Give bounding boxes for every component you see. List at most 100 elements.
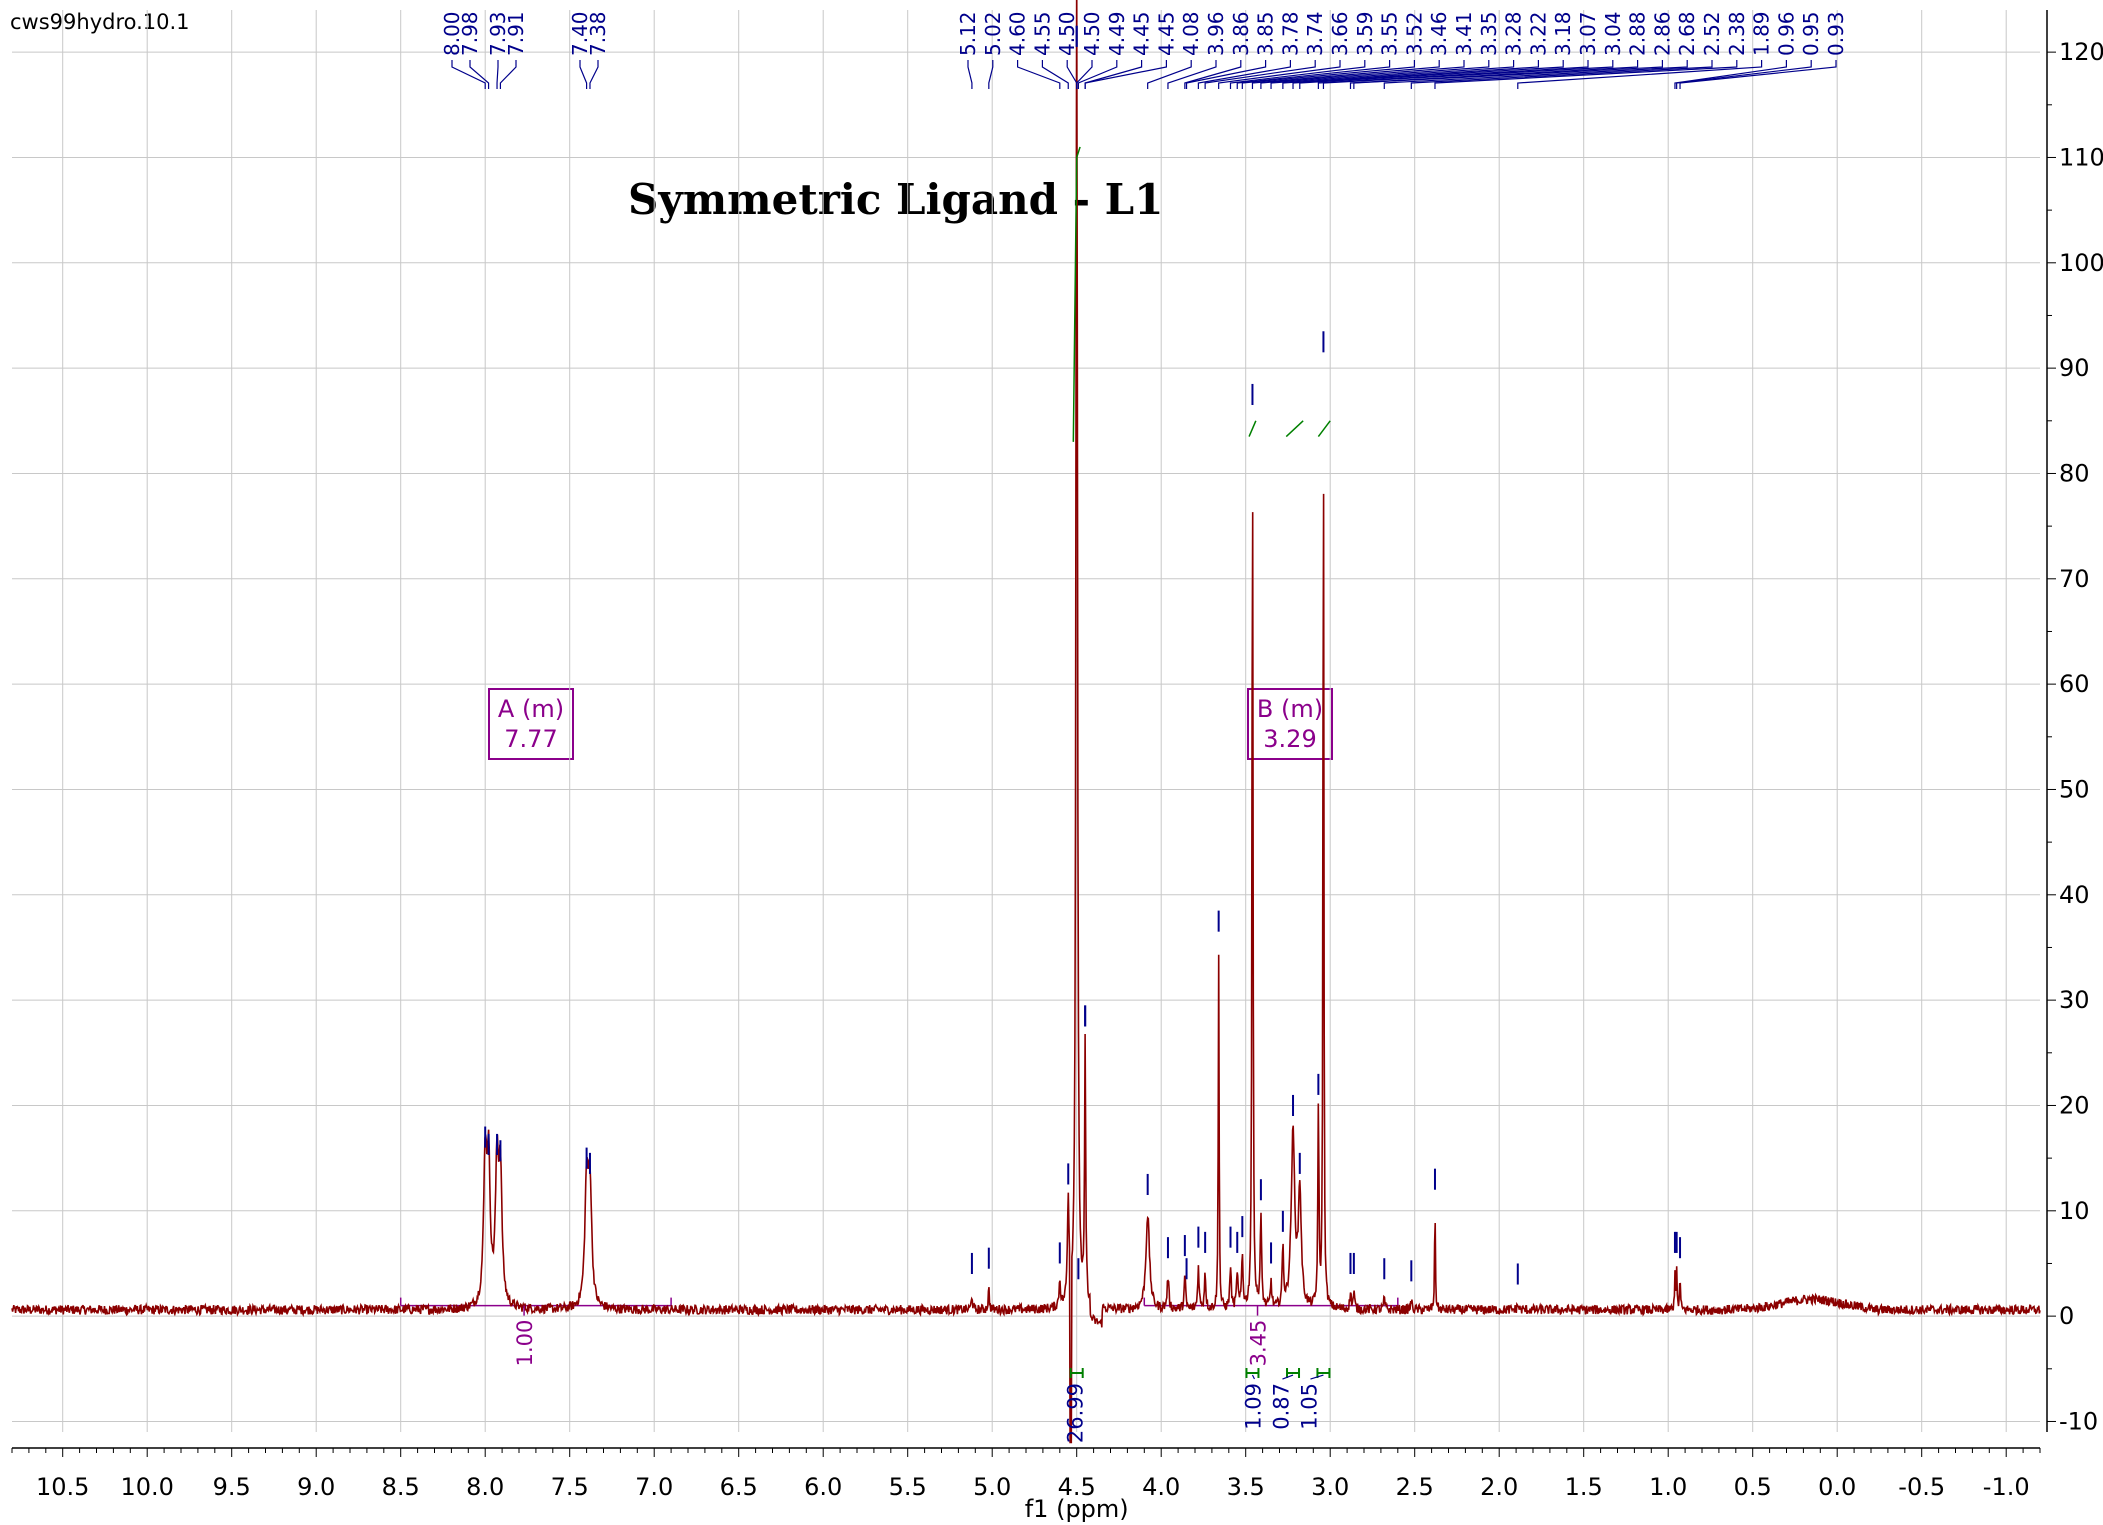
peak-label: 7.93 <box>486 11 510 56</box>
y-tick-label: 120 <box>2059 38 2103 66</box>
integral-value-label: 1.05 <box>1297 1383 1321 1430</box>
peak-connector <box>1322 60 1614 89</box>
multiplet-label: A (m) <box>497 695 565 723</box>
peak-label: 2.88 <box>1626 11 1650 56</box>
peak-label: 3.46 <box>1427 11 1451 56</box>
peak-connector <box>1434 60 1738 89</box>
peak-label: 2.38 <box>1725 11 1749 56</box>
peak-label: 3.55 <box>1378 11 1402 56</box>
integral-value-label: 1.09 <box>1241 1383 1265 1430</box>
x-tick-label: 6.5 <box>720 1473 758 1501</box>
multiplet-box-b: B (m) 3.29 <box>1247 688 1333 760</box>
x-tick-label: 7.0 <box>635 1473 673 1501</box>
peak-connector <box>499 60 517 89</box>
peak-connector <box>579 60 588 89</box>
x-tick-label: 1.5 <box>1565 1473 1603 1501</box>
x-tick-label: 8.5 <box>382 1473 420 1501</box>
x-tick-label: 7.5 <box>551 1473 589 1501</box>
y-tick-label: 60 <box>2059 670 2090 698</box>
integral-curve <box>1248 420 1257 437</box>
peak-connector <box>1270 60 1490 89</box>
peak-connector <box>1349 60 1639 89</box>
peak-connector <box>1317 60 1589 89</box>
peak-connector <box>1282 60 1515 89</box>
multiplet-label: B (m) <box>1256 695 1324 723</box>
peak-connector <box>1084 60 1167 89</box>
integral-connector <box>1251 1374 1255 1380</box>
y-tick-label: 80 <box>2059 459 2090 487</box>
y-tick-label: -10 <box>2059 1407 2098 1435</box>
y-tick-label: 10 <box>2059 1197 2090 1225</box>
peak-label: 3.59 <box>1353 11 1377 56</box>
peak-connector <box>469 60 490 89</box>
x-tick-label: 5.5 <box>889 1473 927 1501</box>
multiplet-shift: 3.29 <box>1263 725 1317 753</box>
peak-label: 7.98 <box>458 11 482 56</box>
peak-label: 3.22 <box>1526 11 1550 56</box>
peak-connector <box>1185 60 1267 89</box>
chart-title: Symmetric Ligand - L1 <box>628 175 1164 224</box>
peak-connector <box>1147 60 1192 89</box>
x-tick-label: 3.5 <box>1227 1473 1265 1501</box>
integral-value-label: 0.87 <box>1269 1383 1293 1430</box>
x-tick-label: -1.0 <box>1983 1473 2030 1501</box>
peak-connector <box>1676 60 1812 89</box>
peak-connector <box>1292 60 1539 89</box>
x-tick-label: 4.0 <box>1142 1473 1180 1501</box>
peak-connector <box>1017 60 1061 89</box>
peak-label: 7.38 <box>586 11 610 56</box>
y-tick-label: 100 <box>2059 249 2103 277</box>
y-tick-label: 70 <box>2059 565 2090 593</box>
y-tick-label: 30 <box>2059 986 2090 1014</box>
peak-connector <box>1241 60 1415 89</box>
peak-label: 3.85 <box>1254 11 1278 56</box>
x-tick-label: 10.5 <box>36 1473 89 1501</box>
y-tick-label: 90 <box>2059 354 2090 382</box>
peak-connector <box>1084 60 1143 89</box>
peak-label: 4.49 <box>1105 11 1129 56</box>
y-tick-label: 40 <box>2059 881 2090 909</box>
peak-label: 0.96 <box>1774 11 1798 56</box>
peak-connector <box>1197 60 1291 89</box>
peak-connector <box>1260 60 1465 89</box>
integral-value-label: 26.99 <box>1064 1383 1088 1443</box>
peak-label: 2.52 <box>1700 11 1724 56</box>
dataset-name: cws99hydro.10.1 <box>10 10 190 34</box>
x-tick-label: 9.5 <box>213 1473 251 1501</box>
peak-label: 7.91 <box>504 11 528 56</box>
x-tick-label: 9.0 <box>297 1473 335 1501</box>
x-tick-label: -0.5 <box>1898 1473 1945 1501</box>
peak-label: 7.40 <box>568 11 592 56</box>
peak-connector <box>1204 60 1316 89</box>
integral-connector <box>1310 1374 1324 1380</box>
y-tick-label: 20 <box>2059 1091 2090 1119</box>
peak-connector <box>1674 60 1787 89</box>
peak-label: 3.78 <box>1278 11 1302 56</box>
peak-connector <box>988 60 994 89</box>
y-tick-label: 0 <box>2059 1302 2074 1330</box>
x-tick-label: 3.0 <box>1311 1473 1349 1501</box>
peak-connector <box>1410 60 1713 89</box>
peak-label: 3.66 <box>1328 11 1352 56</box>
peak-connector <box>1076 60 1093 89</box>
peak-label: 4.45 <box>1130 11 1154 56</box>
peak-label: 2.86 <box>1650 11 1674 56</box>
peak-label: 3.18 <box>1551 11 1575 56</box>
peak-connector <box>1383 60 1688 89</box>
multiplet-shift: 7.77 <box>504 725 558 753</box>
x-tick-label: 10.0 <box>120 1473 173 1501</box>
peak-label: 4.45 <box>1154 11 1178 56</box>
peak-label: 4.08 <box>1179 11 1203 56</box>
peak-label: 3.52 <box>1402 11 1426 56</box>
peak-label: 3.28 <box>1502 11 1526 56</box>
peak-connector <box>589 60 599 89</box>
peak-connector <box>967 60 973 89</box>
peak-connector <box>451 60 486 89</box>
integral-curve <box>1317 420 1331 438</box>
peak-label: 4.50 <box>1055 11 1079 56</box>
peak-label: 3.35 <box>1477 11 1501 56</box>
peak-connector <box>1299 60 1564 89</box>
spectrum-trace <box>11 0 2041 1444</box>
peak-label: 5.02 <box>981 11 1005 56</box>
peak-label: 3.04 <box>1601 11 1625 56</box>
